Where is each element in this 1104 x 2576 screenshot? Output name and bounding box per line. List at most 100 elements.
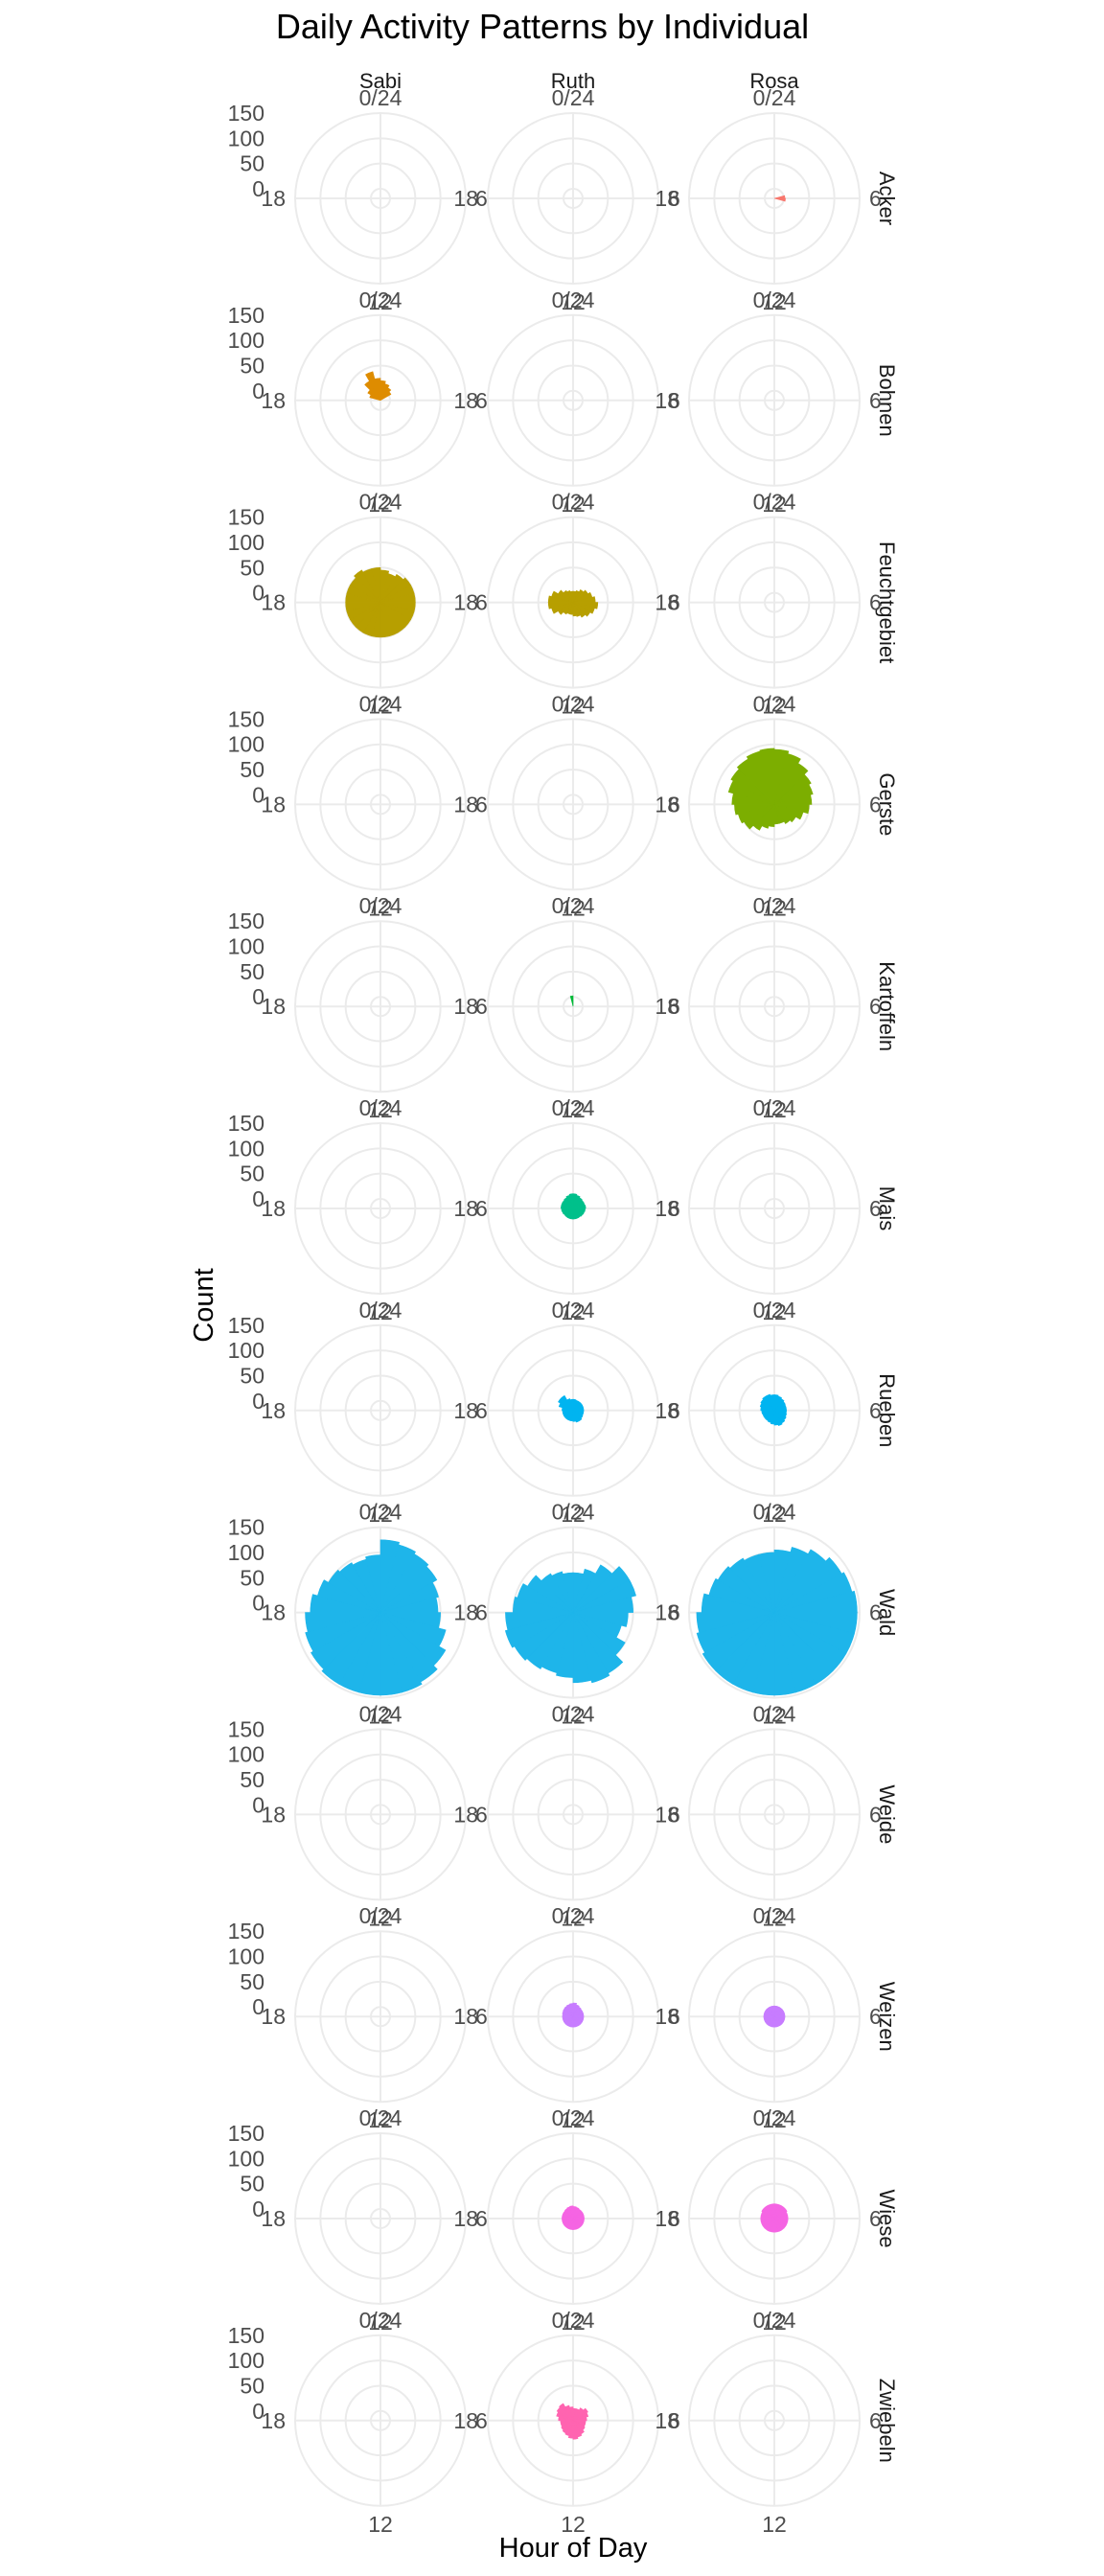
facet-panel: 0/24 6 12 18 [453,691,679,920]
angle-tick-label: 18 [655,2206,679,2231]
angle-tick-label: 0/24 [359,1095,402,1120]
column-strip-label: Sabi [359,69,402,93]
angle-tick-label: 12 [561,1502,586,1527]
radial-tick-label: 0 [252,1186,264,1211]
angle-tick-label: 18 [261,792,286,816]
angle-tick-label: 6 [869,388,882,413]
x-axis-title: Hour of Day [499,2533,648,2564]
angle-tick-label: 6 [668,1196,680,1221]
radial-tick-label: 50 [240,1162,264,1186]
row-strip-label: Mais [875,1186,899,1230]
activity-bar [569,1398,574,1411]
radial-tick-label: 0 [252,176,264,201]
activity-bar [371,566,381,603]
activity-bar [572,602,578,617]
angle-tick-label: 18 [453,1802,478,1827]
activity-bar [572,1208,584,1217]
radial-tick-label: 150 [228,101,264,126]
angle-tick-label: 6 [869,1802,882,1827]
activity-bar [328,1569,381,1613]
row-strip-label: Feuchtgebiet [875,541,899,663]
radial-tick-label: 50 [240,2373,264,2398]
panel-grid: Acker0501001500/24612180/24612180/246121… [228,85,899,2537]
activity-bar [572,2407,588,2422]
angle-tick-label: 12 [561,1905,586,1930]
activity-bar [305,1612,381,1652]
angle-tick-label: 0/24 [552,1095,595,1120]
angle-tick-label: 0/24 [753,85,796,110]
angle-tick-label: 0/24 [359,1298,402,1322]
angle-tick-label: 12 [762,1097,787,1122]
angle-tick-label: 18 [453,2004,478,2029]
row-strip-label: Gerste [875,772,899,836]
angle-tick-label: 18 [261,590,286,615]
angle-tick-label: 6 [869,792,882,816]
angle-tick-label: 18 [453,2206,478,2231]
angle-tick-label: 18 [261,2206,286,2231]
activity-bar [773,773,812,805]
angle-tick-label: 12 [561,1704,586,1729]
angle-tick-label: 6 [668,1398,680,1423]
angle-tick-label: 6 [475,2004,488,2029]
radial-tick-label: 50 [240,151,264,176]
activity-bar [561,2420,574,2431]
angle-tick-label: 12 [762,1502,787,1527]
angle-tick-label: 6 [668,2004,680,2029]
column-strip-label: Rosa [749,69,799,93]
angle-tick-label: 18 [261,1196,286,1221]
angle-tick-label: 6 [475,388,488,413]
angle-tick-label: 12 [762,492,787,517]
activity-bar [380,391,392,402]
radial-tick-label: 100 [228,732,264,757]
angle-tick-label: 12 [561,895,586,920]
facet-panel: 0/24 6 12 18 [453,85,679,314]
angle-tick-label: 6 [869,1398,882,1423]
activity-bar [568,1193,574,1209]
angle-tick-label: 12 [762,2512,787,2537]
angle-tick-label: 12 [368,2107,393,2132]
activity-bar [572,1410,577,1422]
activity-bar [572,2412,589,2422]
activity-bar [380,1581,439,1613]
angle-tick-label: 18 [261,1802,286,1827]
angle-tick-label: 0/24 [552,2308,595,2333]
angle-tick-label: 18 [655,388,679,413]
activity-bar [551,1571,574,1613]
angle-tick-label: 0/24 [359,1500,402,1525]
angle-tick-label: 0/24 [552,288,595,312]
activity-bar [365,371,381,401]
radial-tick-label: 50 [240,959,264,984]
angle-tick-label: 6 [668,388,680,413]
facet-panel: 0/24 6 12 18 [453,288,679,517]
radial-tick-label: 0 [252,1994,264,2019]
radial-tick-label: 50 [240,757,264,782]
activity-bar [759,748,775,805]
radial-tick-label: 50 [240,1363,264,1388]
activity-bar [572,602,586,618]
angle-tick-label: 6 [869,1196,882,1221]
angle-tick-label: 18 [655,590,679,615]
angle-tick-label: 12 [561,2512,586,2537]
activity-bar [572,1597,633,1613]
activity-bar [773,794,813,805]
facet-panel: 0/24 6 12 18 [261,85,487,314]
facet-panel: 0/24 6 12 18 [261,893,487,1122]
radial-tick-label: 0 [252,2399,264,2424]
angle-tick-label: 18 [261,2408,286,2433]
radial-tick-label: 0 [252,1389,264,1414]
angle-tick-label: 0/24 [552,490,595,515]
angle-tick-label: 12 [762,1905,787,1930]
row-strip-label: Weide [875,1784,899,1844]
angle-tick-label: 18 [655,2004,679,2029]
radial-tick-label: 150 [228,303,264,328]
column-strip-label: Ruth [551,69,595,93]
angle-tick-label: 6 [668,590,680,615]
radial-tick-label: 150 [228,706,264,731]
activity-bar [696,1612,775,1653]
facet-panel: 0/24 6 12 18 [453,2308,679,2537]
